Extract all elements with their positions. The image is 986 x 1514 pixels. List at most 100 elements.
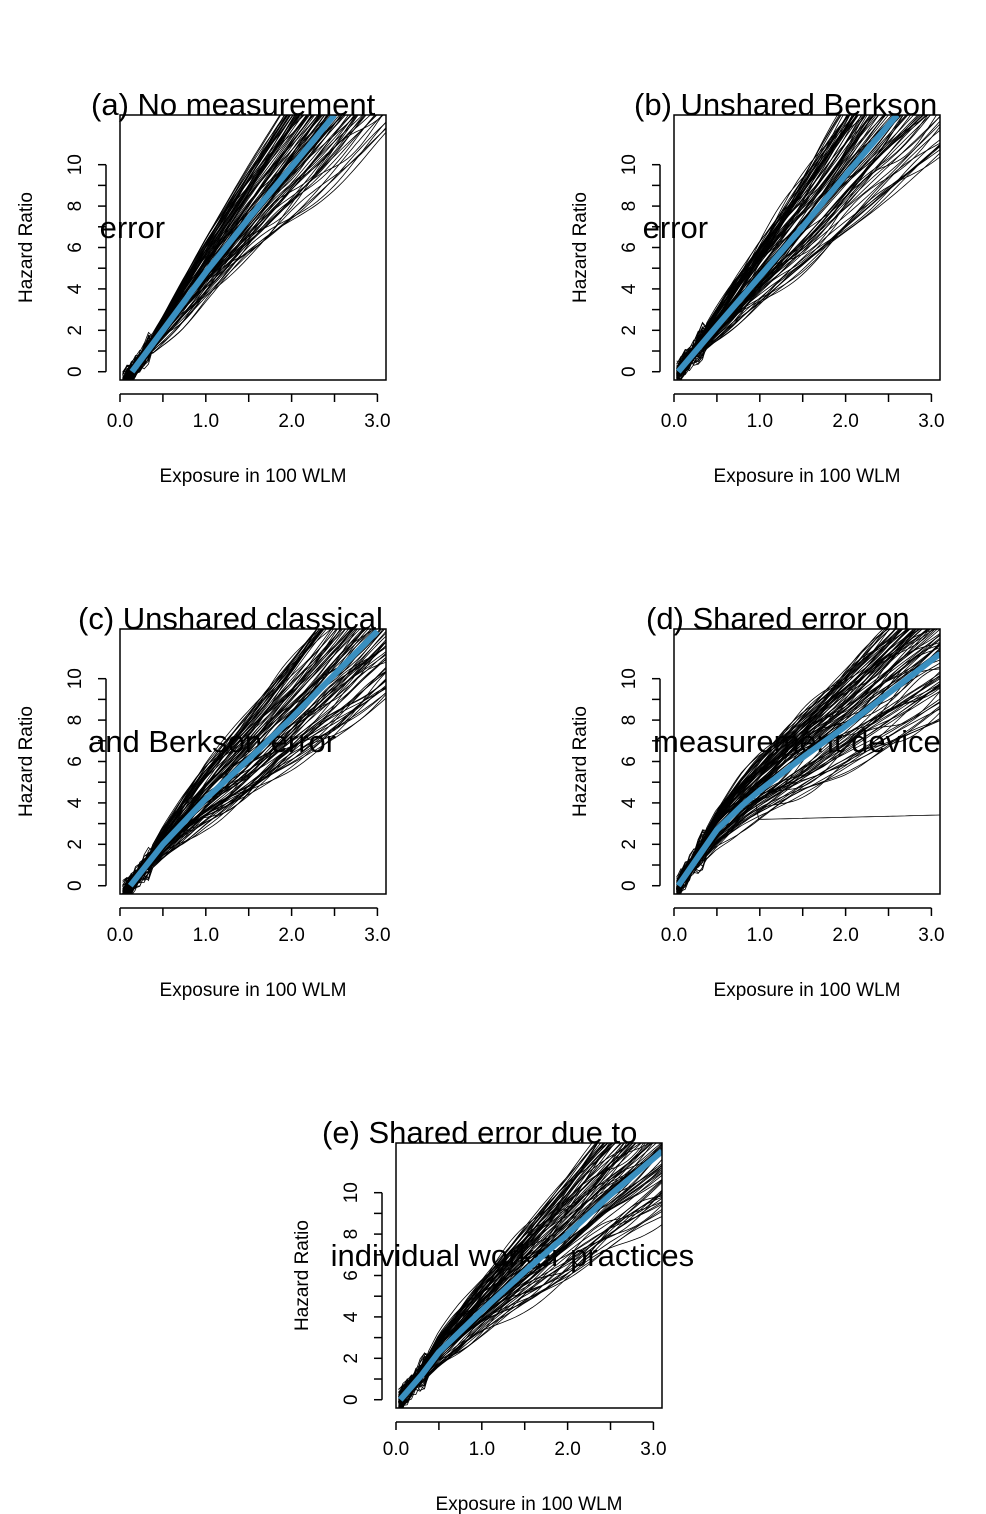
simulated-curve xyxy=(676,685,940,891)
simulated-curve xyxy=(676,632,940,891)
simulated-curve xyxy=(676,115,853,377)
curves-group xyxy=(398,1143,662,1408)
x-axis-label: Exposure in 100 WLM xyxy=(714,466,901,487)
simulated-curve xyxy=(676,144,940,374)
y-tick-label: 10 xyxy=(619,154,640,175)
x-axis-label: Exposure in 100 WLM xyxy=(160,980,347,1001)
x-tick-label: 2.0 xyxy=(278,925,304,946)
x-tick-label: 0.0 xyxy=(107,925,133,946)
chart-b: 0.0 1.0 2.0 3.0 0 2 4 6 8 10 Exposure in 100 WLM Ha… xyxy=(570,114,945,487)
simulated-curve xyxy=(676,629,890,885)
y-tick-label: 4 xyxy=(341,1311,362,1322)
simulated-curve xyxy=(676,115,859,373)
simulated-curve xyxy=(676,629,903,894)
simulated-curve xyxy=(676,115,929,369)
simulated-curve xyxy=(676,115,838,372)
simulated-curve xyxy=(398,1143,597,1401)
x-tick-label: 3.0 xyxy=(364,411,390,432)
simulated-curve xyxy=(676,719,940,883)
panel-title-line: (e) Shared error due to xyxy=(322,1115,638,1150)
simulated-curve xyxy=(398,1143,622,1401)
simulated-curve xyxy=(676,629,917,894)
simulated-curve xyxy=(398,1180,662,1408)
simulated-curve xyxy=(398,1197,662,1400)
curves-group xyxy=(675,629,940,894)
y-tick-label: 10 xyxy=(65,154,86,175)
simulated-curve xyxy=(676,149,940,370)
y-tick-label: 10 xyxy=(341,1182,362,1203)
y-tick-label: 8 xyxy=(341,1229,362,1240)
x-axis-label: Exposure in 100 WLM xyxy=(160,466,347,487)
curves-group xyxy=(122,115,386,380)
y-tick-label: 0 xyxy=(341,1394,362,1405)
panel-title: (e) Shared error due to individual worke… xyxy=(322,1030,694,1358)
simulated-curve xyxy=(678,720,940,894)
plot-frame xyxy=(673,628,941,895)
simulated-curve xyxy=(125,115,316,380)
mean-curve xyxy=(676,115,900,374)
y-tick-label: 8 xyxy=(619,715,640,726)
simulated-curve xyxy=(676,120,940,370)
y-tick-label: 0 xyxy=(619,366,640,377)
simulated-curve xyxy=(398,1143,605,1406)
simulated-curve xyxy=(125,629,318,894)
x-tick-label: 3.0 xyxy=(918,925,944,946)
simulated-curve xyxy=(676,629,911,893)
panel-title: (a) No measurement error xyxy=(91,2,375,330)
simulated-curve xyxy=(122,121,386,380)
y-tick-label: 10 xyxy=(619,668,640,689)
simulated-curve xyxy=(399,1143,612,1408)
y-tick-label: 0 xyxy=(65,880,86,891)
y-tick-label: 8 xyxy=(65,201,86,212)
y-tick-label: 4 xyxy=(619,797,640,808)
y-tick-label: 6 xyxy=(65,756,86,767)
y-axis-label: Hazard Ratio xyxy=(16,192,37,303)
x-tick-label: 3.0 xyxy=(640,1439,666,1460)
chart-a: 0.0 1.0 2.0 3.0 0 2 4 6 8 10 Exposure in 100 WLM Ha… xyxy=(16,114,391,487)
y-tick-label: 0 xyxy=(65,366,86,377)
simulated-curve xyxy=(129,122,386,380)
x-tick-label: 0.0 xyxy=(661,411,687,432)
plot-frame xyxy=(119,114,387,381)
simulated-curve xyxy=(124,115,294,380)
curves-group xyxy=(676,115,940,380)
simulated-curve xyxy=(124,656,386,894)
x-tick-label: 3.0 xyxy=(364,925,390,946)
y-tick-label: 6 xyxy=(619,756,640,767)
simulated-curve xyxy=(676,629,929,888)
simulated-curve xyxy=(398,1210,662,1404)
simulated-curve xyxy=(398,1194,662,1408)
simulated-curve xyxy=(398,1181,662,1408)
simulated-curve xyxy=(125,629,347,894)
x-tick-label: 0.0 xyxy=(661,925,687,946)
simulated-curve xyxy=(122,678,386,894)
simulated-curve xyxy=(676,674,940,889)
simulated-curve xyxy=(676,629,886,885)
x-axis-label: Exposure in 100 WLM xyxy=(436,1494,623,1514)
y-tick-label: 8 xyxy=(65,715,86,726)
y-tick-label: 2 xyxy=(619,325,640,336)
simulated-curve xyxy=(676,115,928,372)
y-tick-label: 10 xyxy=(65,668,86,689)
simulated-curve xyxy=(676,126,940,373)
simulated-curve xyxy=(676,634,940,890)
y-tick-label: 6 xyxy=(65,242,86,253)
chart-c: 0.0 1.0 2.0 3.0 0 2 4 6 8 10 Exposure in 100 WLM Ha… xyxy=(16,628,391,1001)
plot-frame xyxy=(119,628,387,895)
simulated-curve xyxy=(122,691,386,894)
y-tick-label: 2 xyxy=(341,1353,362,1364)
chart-e: 0.0 1.0 2.0 3.0 0 2 4 6 8 10 Exposure in 100 WLM Ha… xyxy=(292,1142,667,1514)
y-tick-label: 2 xyxy=(65,325,86,336)
simulated-curve xyxy=(676,666,940,891)
simulated-curve xyxy=(123,115,383,380)
simulated-curve xyxy=(122,688,386,894)
y-tick-label: 8 xyxy=(619,201,640,212)
simulated-curve xyxy=(676,687,940,890)
simulated-curve xyxy=(125,629,343,894)
panel-title-line: error xyxy=(91,210,166,245)
simulated-curve xyxy=(398,1189,662,1403)
x-tick-label: 2.0 xyxy=(832,411,858,432)
simulated-curve xyxy=(676,629,938,890)
simulated-curve xyxy=(398,1166,662,1398)
simulated-curve xyxy=(399,1143,614,1408)
